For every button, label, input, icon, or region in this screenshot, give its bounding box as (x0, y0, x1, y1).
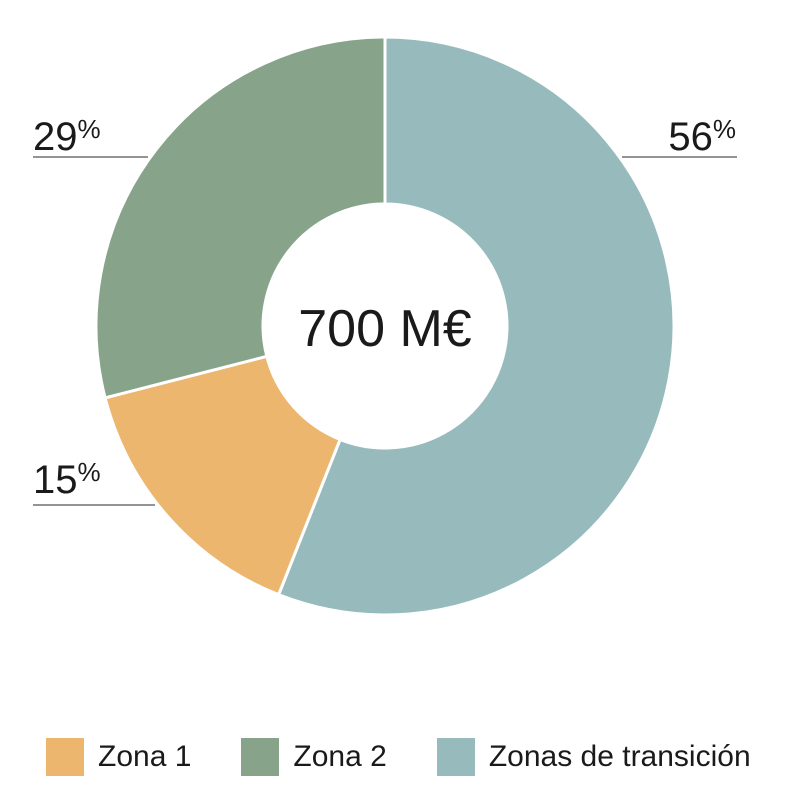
slice-zona-2 (94, 35, 387, 400)
slice-zona-1 (103, 354, 343, 597)
legend-swatch-zona-2 (241, 738, 280, 776)
donut-chart: 700 M€ 29% 15% 56% (33, 35, 737, 617)
data-label-zonas-de-transicion: 56% (668, 114, 736, 159)
legend-item-zonas-de-transicion: Zonas de transición (436, 738, 751, 776)
legend-item-zona-1: Zona 1 (46, 738, 191, 776)
legend-swatch-zonas-de-transicion (436, 738, 475, 776)
legend-label-zona-2: Zona 2 (293, 740, 387, 773)
data-label-zona-2: 29% (33, 114, 101, 159)
legend-item-zona-2: Zona 2 (241, 738, 387, 776)
center-total-label: 700 M€ (298, 300, 472, 358)
legend-swatch-zona-1 (46, 738, 84, 776)
legend: Zona 1 Zona 2 Zonas de transición (46, 738, 751, 776)
data-label-zona-1: 15% (33, 457, 101, 502)
legend-label-zona-1: Zona 1 (98, 740, 192, 773)
legend-label-zonas-de-transicion: Zonas de transición (488, 740, 751, 773)
slice-zonas-de-transicion (276, 35, 676, 617)
